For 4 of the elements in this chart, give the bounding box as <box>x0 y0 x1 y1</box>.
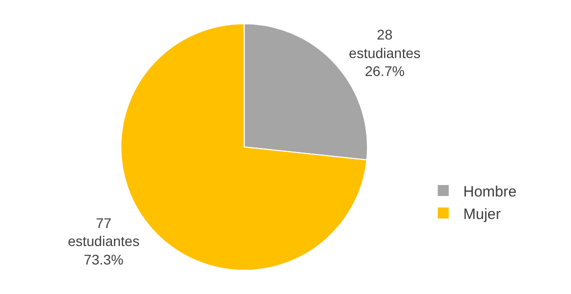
data-label: 77 estudiantes 73.3% <box>68 215 140 268</box>
legend-label: Hombre <box>463 183 517 200</box>
legend-label: Mujer <box>463 206 501 223</box>
data-label: 28 estudiantes 26.7% <box>348 26 421 79</box>
